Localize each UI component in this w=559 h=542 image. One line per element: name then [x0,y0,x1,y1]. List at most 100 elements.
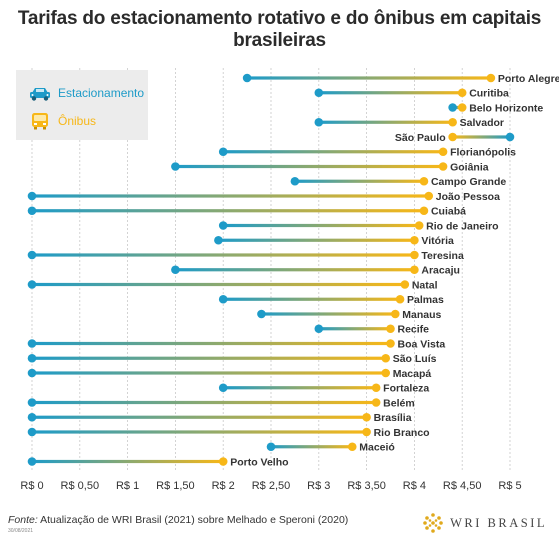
city-label: Belém [383,397,415,409]
point-onibus [381,368,391,378]
connector-line [175,164,444,169]
point-estacionamento [266,442,276,452]
connector-line [271,445,353,449]
connector-line [32,282,405,287]
point-onibus [371,398,381,407]
city-label: Salvador [460,117,504,129]
point-onibus [362,412,371,422]
point-onibus [381,353,391,363]
city-label: Florianópolis [450,147,516,159]
source-text: Atualização de WRI Brasil (2021) sobre M… [37,514,349,526]
point-estacionamento [448,103,457,112]
connector-line [223,297,401,301]
point-estacionamento [505,132,515,142]
city-label: Goiânia [450,161,489,173]
point-onibus [410,235,419,245]
connector-line [32,356,386,360]
point-onibus [400,280,410,289]
connector-line [223,223,420,228]
wri-logo-icon [423,513,443,533]
point-estacionamento [171,162,180,171]
point-estacionamento [27,206,37,216]
brand-logo: WRI BRASIL [422,512,547,534]
city-label: Manaus [402,309,441,321]
city-label: Belo Horizonte [469,102,543,114]
point-estacionamento [27,412,37,422]
city-label: Porto Alegre [498,73,559,85]
bus-icon [32,113,48,130]
x-tick-label: R$ 1,50 [156,480,195,492]
legend-label-estacionamento: Estacionamento [58,86,145,100]
point-onibus [390,309,400,319]
point-estacionamento [257,309,266,319]
connector-line [32,459,224,464]
point-onibus [386,339,395,348]
point-estacionamento [218,383,228,393]
city-label: Natal [412,279,438,291]
point-estacionamento [27,427,37,437]
point-onibus [438,147,448,157]
source-prefix: Fonte: [8,514,38,526]
legend: Estacionamento Ônibus [16,70,148,140]
connector-line [32,415,367,419]
point-onibus [410,250,419,260]
point-onibus [457,103,467,112]
city-label: João Pessoa [436,191,500,203]
legend-item-estacionamento: Estacionamento [28,82,144,104]
connector-line [452,135,510,139]
point-onibus [218,457,228,466]
source-note: Fonte: Atualização de WRI Brasil (2021) … [8,514,348,526]
point-onibus [371,383,381,393]
point-onibus [386,324,395,334]
connector-line [32,430,367,434]
city-label: Macapá [393,368,432,380]
connector-line [318,327,391,331]
city-label: São Paulo [395,132,446,144]
connector-line [32,194,429,198]
city-label: Cuiabá [431,206,466,218]
point-onibus [457,88,467,98]
connector-line [218,238,415,242]
legend-item-onibus: Ônibus [28,110,96,132]
point-estacionamento [314,88,324,98]
city-label: Campo Grande [431,176,506,188]
connector-line [294,179,424,183]
point-estacionamento [27,368,37,378]
point-estacionamento [171,265,180,275]
city-label: Vitória [421,235,454,247]
x-tick-label: R$ 3 [307,480,330,492]
city-label: São Luís [393,353,437,365]
connector-line [32,371,386,375]
x-tick-label: R$ 3,50 [347,480,386,492]
connector-line [175,268,415,272]
chart-title: Tarifas do estacionamento rotativo e do … [17,8,542,51]
connector-line [318,91,463,95]
city-label: Maceió [359,442,395,454]
point-onibus [419,176,429,186]
point-estacionamento [27,339,37,348]
publish-date: 30/08/2021 [8,528,34,534]
point-estacionamento [27,280,37,289]
point-onibus [448,117,457,127]
city-label: Porto Velho [230,456,288,468]
point-onibus [424,191,434,201]
point-onibus [410,265,419,275]
connector-line [247,76,491,80]
x-tick-label: R$ 0,50 [61,480,100,492]
point-onibus [448,132,457,142]
point-estacionamento [290,176,300,186]
connector-line [318,120,453,124]
point-estacionamento [27,191,37,201]
x-tick-label: R$ 0 [20,480,43,492]
connector-line [32,400,377,405]
city-label: Boa Vista [398,338,446,350]
point-estacionamento [214,235,223,245]
city-label: Brasília [374,412,412,424]
point-estacionamento [218,147,228,157]
point-estacionamento [27,250,37,260]
city-label: Rio Branco [374,427,430,439]
car-icon [30,88,50,101]
x-tick-label: R$ 4,50 [443,480,482,492]
point-onibus [438,162,448,171]
